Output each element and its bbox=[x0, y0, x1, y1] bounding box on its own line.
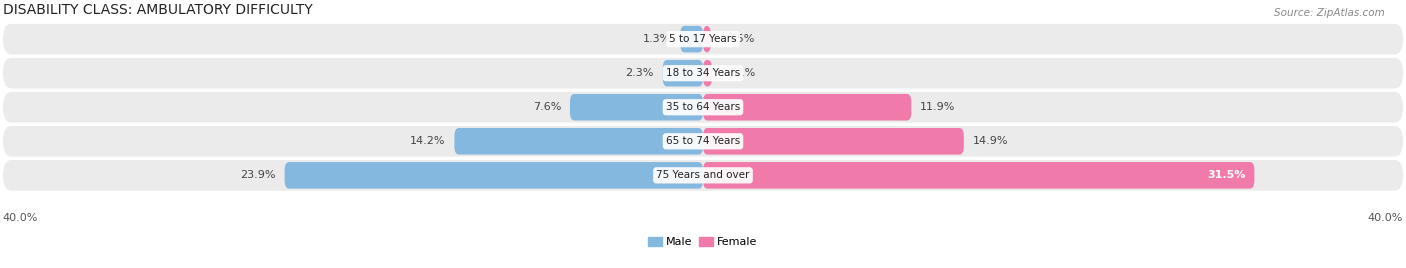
Text: 2.3%: 2.3% bbox=[626, 68, 654, 78]
FancyBboxPatch shape bbox=[454, 128, 703, 155]
FancyBboxPatch shape bbox=[703, 128, 965, 155]
FancyBboxPatch shape bbox=[569, 94, 703, 121]
Text: 35 to 64 Years: 35 to 64 Years bbox=[666, 102, 740, 112]
FancyBboxPatch shape bbox=[3, 126, 1403, 157]
FancyBboxPatch shape bbox=[3, 58, 1403, 88]
FancyBboxPatch shape bbox=[703, 162, 1254, 189]
FancyBboxPatch shape bbox=[662, 60, 703, 87]
FancyBboxPatch shape bbox=[703, 94, 911, 121]
FancyBboxPatch shape bbox=[3, 160, 1403, 191]
FancyBboxPatch shape bbox=[703, 60, 711, 87]
Text: 40.0%: 40.0% bbox=[1368, 213, 1403, 223]
Legend: Male, Female: Male, Female bbox=[644, 232, 762, 251]
Text: 1.3%: 1.3% bbox=[643, 34, 672, 44]
Text: 11.9%: 11.9% bbox=[920, 102, 956, 112]
FancyBboxPatch shape bbox=[3, 24, 1403, 54]
Text: 5 to 17 Years: 5 to 17 Years bbox=[669, 34, 737, 44]
Text: 31.5%: 31.5% bbox=[1208, 170, 1246, 180]
Text: 75 Years and over: 75 Years and over bbox=[657, 170, 749, 180]
Text: 18 to 34 Years: 18 to 34 Years bbox=[666, 68, 740, 78]
FancyBboxPatch shape bbox=[284, 162, 703, 189]
Text: Source: ZipAtlas.com: Source: ZipAtlas.com bbox=[1274, 8, 1385, 18]
Text: DISABILITY CLASS: AMBULATORY DIFFICULTY: DISABILITY CLASS: AMBULATORY DIFFICULTY bbox=[3, 3, 312, 17]
FancyBboxPatch shape bbox=[681, 26, 703, 53]
Text: 14.9%: 14.9% bbox=[973, 136, 1008, 146]
Text: 23.9%: 23.9% bbox=[240, 170, 276, 180]
Text: 65 to 74 Years: 65 to 74 Years bbox=[666, 136, 740, 146]
Text: 14.2%: 14.2% bbox=[411, 136, 446, 146]
Text: 40.0%: 40.0% bbox=[3, 213, 38, 223]
Text: 0.51%: 0.51% bbox=[721, 68, 756, 78]
FancyBboxPatch shape bbox=[703, 26, 711, 53]
Text: 0.45%: 0.45% bbox=[720, 34, 755, 44]
Text: 7.6%: 7.6% bbox=[533, 102, 561, 112]
FancyBboxPatch shape bbox=[3, 92, 1403, 122]
